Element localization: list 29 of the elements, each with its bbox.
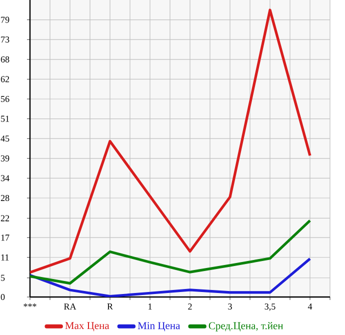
y-tick-label: 28: [0, 194, 10, 202]
legend-label: Max Цена: [65, 322, 110, 332]
x-tick-label: 2: [188, 304, 192, 310]
y-tick-label: 68: [0, 56, 10, 62]
legend-label: Сред.Цена, т.йен: [208, 322, 284, 332]
x-tick-label: 1: [148, 304, 152, 310]
y-tick-label: 34: [0, 175, 10, 182]
x-tick-label: 3: [228, 304, 232, 310]
line-series: [30, 8, 312, 274]
y-tick-label: 56: [1, 96, 10, 102]
y-tick-label: 45: [0, 136, 10, 142]
x-tick-label: 3,5: [264, 304, 276, 311]
y-tick-label: 11: [1, 254, 9, 260]
y-tick-label: 17: [1, 234, 10, 241]
y-tick-label: 39: [0, 155, 10, 162]
x-tick-label: RA: [64, 304, 76, 310]
legend-label: Min Цена: [138, 322, 180, 332]
y-tick-label: 22: [0, 215, 10, 222]
x-tick-label: 4: [308, 304, 312, 310]
y-tick-label: 0: [0, 294, 5, 300]
y-tick-label: 79: [1, 16, 10, 23]
line-series: [30, 219, 312, 285]
x-tick-label: ***: [24, 304, 36, 307]
y-tick-label: 62: [0, 76, 10, 82]
y-tick-label: 73: [1, 36, 10, 43]
line-series: [30, 257, 312, 297]
y-tick-label: 51: [1, 116, 9, 122]
x-tick-label: R: [107, 304, 113, 310]
y-tick-label: 5: [1, 274, 5, 281]
